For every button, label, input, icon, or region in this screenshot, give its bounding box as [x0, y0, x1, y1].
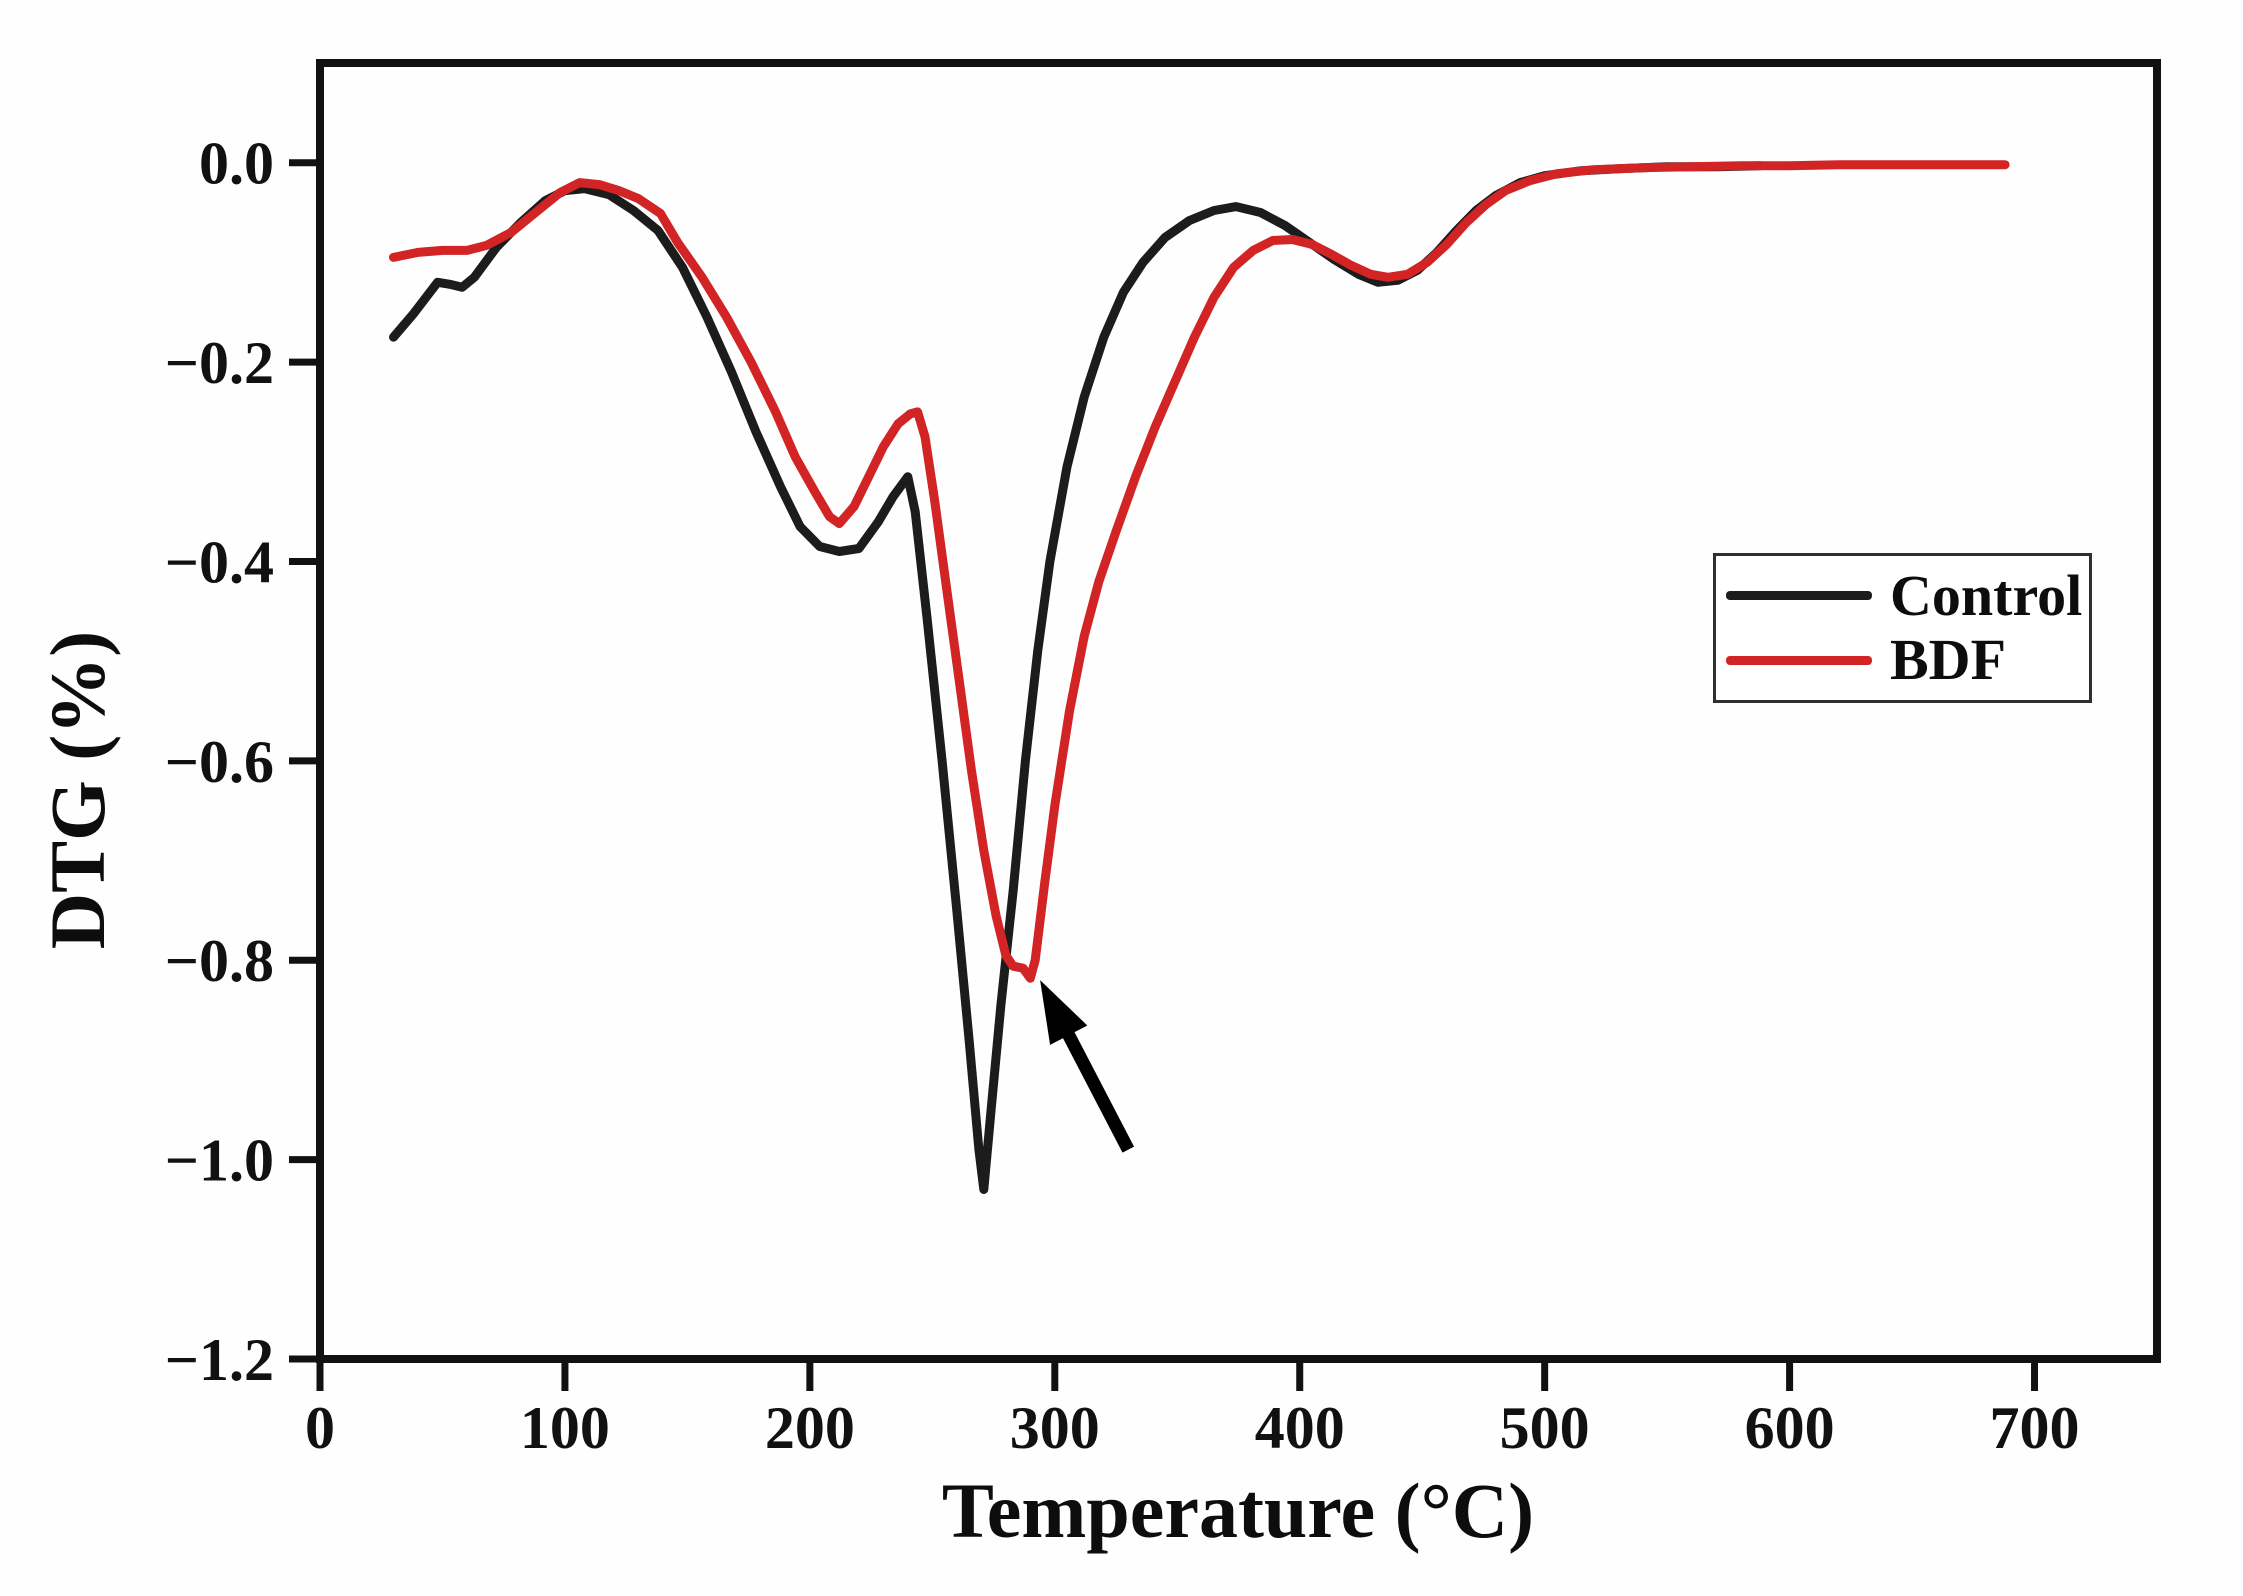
- y-tick-label: −0.6: [165, 729, 274, 795]
- x-tick-label: 200: [765, 1395, 855, 1461]
- y-tick-label: −0.2: [165, 330, 274, 396]
- plot-frame: [316, 59, 2161, 1363]
- y-tick-label: 0.0: [199, 131, 274, 197]
- legend-item-bdf: BDF: [1726, 631, 2081, 689]
- x-axis-title: Temperature (°C): [941, 1467, 1535, 1554]
- x-tick-label: 400: [1255, 1395, 1345, 1461]
- x-tick-label: 500: [1500, 1395, 1590, 1461]
- x-tick-label: 700: [1990, 1395, 2080, 1461]
- y-axis-title: DTG (%): [34, 630, 121, 950]
- control-line-swatch: [1726, 591, 1872, 601]
- annotation-arrow-head: [1040, 980, 1088, 1045]
- legend: Control BDF: [1713, 553, 2092, 703]
- x-tick-label: 0: [305, 1395, 335, 1461]
- x-tick-label: 600: [1745, 1395, 1835, 1461]
- y-tick-label: −0.8: [165, 928, 274, 994]
- x-tick-label: 300: [1010, 1395, 1100, 1461]
- y-tick-label: −0.4: [165, 529, 274, 595]
- legend-label-control: Control: [1890, 562, 2083, 628]
- x-tick-label: 100: [520, 1395, 610, 1461]
- y-tick-label: −1.2: [165, 1327, 274, 1393]
- series-bdf-curve: [389, 160, 2010, 983]
- annotation-arrow-shaft: [1057, 1021, 1135, 1153]
- legend-label-bdf: BDF: [1890, 627, 2006, 693]
- legend-item-control: Control: [1726, 562, 2083, 628]
- y-tick-label: −1.0: [165, 1128, 274, 1194]
- bdf-line-swatch: [1726, 655, 1872, 665]
